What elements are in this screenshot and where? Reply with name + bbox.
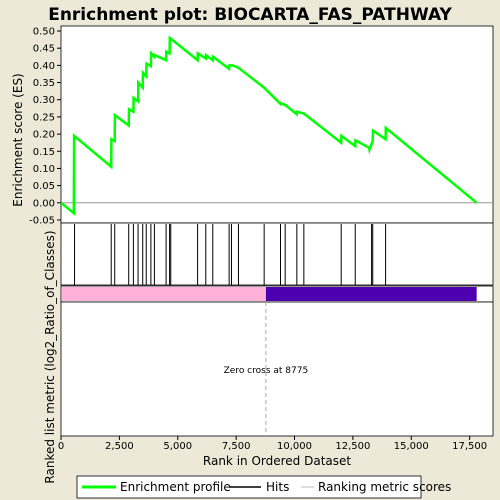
y-tick-label: 0.25	[33, 112, 55, 123]
es-panel: -0.05 0.00 0.05 0.10 0.15 0.20 0.25 0.30 0.35 0.4…	[29, 25, 494, 227]
x-axis: 0 2,500 5,000 7,500 10,000 12,500 15,000 17,500	[58, 436, 487, 452]
y-tick-label: 0.30	[33, 95, 55, 106]
x-tick-label: 0	[58, 441, 64, 452]
metric-y-axis-title: Ranked list metric (log2_Ratio_of_Classe…	[43, 230, 57, 483]
x-axis-title: Rank in Ordered Dataset	[203, 454, 351, 468]
es-y-axis-title: Enrichment score (ES)	[11, 73, 25, 206]
y-tick-label: 0.35	[33, 78, 55, 89]
metric-plot-area	[60, 301, 494, 437]
y-tick-label: 0.05	[33, 181, 55, 192]
y-tick-label: -0.05	[29, 216, 55, 227]
legend: Enrichment profile Hits Ranking metric s…	[76, 475, 451, 499]
ranking-bar-negative	[265, 287, 477, 301]
y-tick-label: 0.15	[33, 147, 55, 158]
y-tick-label: 0.10	[33, 164, 55, 175]
x-tick-label: 15,000	[394, 441, 429, 452]
x-tick-label: 10,000	[277, 441, 312, 452]
legend-label-enrichment-profile: Enrichment profile	[120, 480, 231, 494]
y-tick-label: 0.45	[33, 44, 55, 55]
ranking-bar-panel	[60, 285, 494, 303]
chart-title: Enrichment plot: BIOCARTA_FAS_PATHWAY	[48, 5, 452, 25]
x-tick-label: 2,500	[105, 441, 134, 452]
x-tick-label: 17,500	[452, 441, 487, 452]
es-y-axis: -0.05 0.00 0.05 0.10 0.15 0.20 0.25 0.30 0.35 0.4…	[29, 27, 61, 227]
es-plot-area	[60, 25, 494, 224]
y-tick-label: 0.20	[33, 130, 55, 141]
y-tick-label: 0.40	[33, 61, 55, 72]
metric-panel: Zero cross at 8775	[60, 301, 494, 437]
x-tick-label: 7,500	[222, 441, 251, 452]
hits-plot-area	[60, 222, 494, 286]
legend-label-hits: Hits	[266, 480, 289, 494]
legend-label-ranking-metric: Ranking metric scores	[318, 480, 451, 494]
zero-cross-annotation: Zero cross at 8775	[224, 366, 309, 376]
hits-panel	[60, 222, 494, 286]
enrichment-profile-line	[60, 35, 478, 216]
y-tick-label: 0.50	[33, 27, 55, 38]
x-tick-label: 12,500	[335, 441, 370, 452]
hit-lines	[74, 224, 387, 285]
y-tick-label: 0.00	[33, 198, 55, 209]
ranking-bar-positive	[62, 287, 266, 301]
x-tick-label: 5,000	[163, 441, 192, 452]
